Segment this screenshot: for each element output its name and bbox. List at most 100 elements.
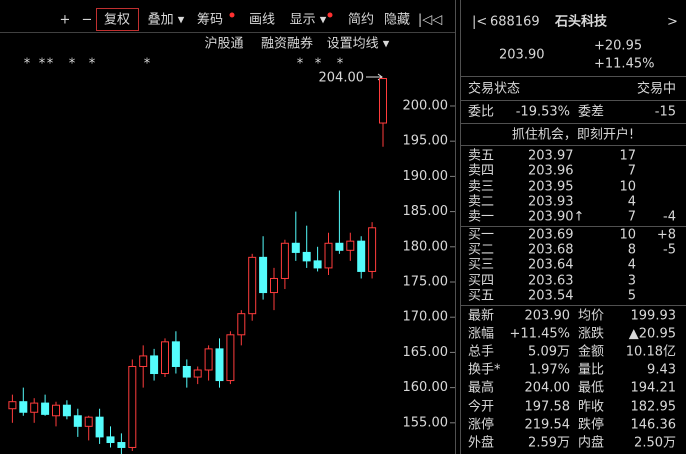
toolbar-button[interactable]: 显示 ▾ <box>290 13 327 28</box>
last-price: 203.90 <box>499 48 545 63</box>
book-volume: 4 <box>628 195 636 210</box>
candle-body <box>259 256 268 294</box>
stat-label: 最高 <box>468 380 494 396</box>
candle-body <box>226 334 235 382</box>
book-label: 买三 <box>468 258 494 273</box>
book-volume: 10 <box>619 228 636 243</box>
stat-label: 跌停 <box>578 417 604 433</box>
candle-body <box>171 341 180 367</box>
candle-body <box>204 348 213 371</box>
toolbar-button[interactable]: 隐藏 <box>384 13 410 28</box>
candle-body <box>368 227 377 272</box>
candle-body <box>346 240 355 251</box>
marker-star: * <box>24 57 31 72</box>
book-label: 买四 <box>468 274 494 289</box>
marker-star: * <box>69 57 76 72</box>
order-ratio: -19.53% <box>516 105 570 120</box>
book-delta: -5 <box>663 243 676 258</box>
toolbar-button[interactable]: |◁◁ <box>418 13 442 28</box>
marker-star: * <box>144 57 151 72</box>
stat-value: 146.36 <box>631 418 677 433</box>
notice-dot <box>229 12 235 18</box>
label: 交易状态 <box>468 81 520 97</box>
stat-value: 2.59万 <box>528 436 570 451</box>
stat-value: 5.09万 <box>528 345 570 360</box>
book-price: 203.69 <box>528 228 574 243</box>
book-label: 卖二 <box>468 195 494 210</box>
stat-value: 197.58 <box>525 400 571 415</box>
y-tick-label: 195.00 <box>403 134 449 149</box>
toolbar-button[interactable]: − <box>82 13 93 28</box>
candle-body <box>8 401 17 410</box>
stat-label: 今开 <box>468 399 494 415</box>
candle-body <box>62 404 71 417</box>
stat-label: 总手 <box>468 345 494 360</box>
book-price: 203.95 <box>528 180 574 195</box>
candle-body <box>84 416 93 427</box>
toolbar-button[interactable]: + <box>60 13 71 28</box>
candle-body <box>237 313 246 336</box>
candle-body <box>291 242 300 253</box>
book-price: 203.68 <box>528 243 574 258</box>
toolbar-button[interactable]: 筹码 <box>197 12 223 28</box>
sub-tab[interactable]: 融资融券 <box>261 36 313 52</box>
book-volume: 17 <box>619 149 636 164</box>
price-change: +20.95 <box>594 39 642 54</box>
stock-name: 石头科技 <box>554 14 608 30</box>
book-price: 203.63 <box>528 274 574 289</box>
candle-body <box>128 365 137 448</box>
book-label: 买一 <box>468 228 494 243</box>
candle-body <box>357 240 366 272</box>
candle-body <box>95 416 104 438</box>
book-delta: +8 <box>657 228 676 243</box>
toolbar-button[interactable]: 简约 <box>348 12 374 28</box>
stat-label: 外盘 <box>468 435 494 451</box>
book-price: 203.90↑ <box>528 210 584 225</box>
book-volume: 5 <box>628 289 636 304</box>
notice-dot <box>327 12 333 18</box>
nav-button[interactable]: |< <box>472 15 487 30</box>
price-change-pct: +11.45% <box>594 57 654 72</box>
active-button-frame <box>96 8 139 31</box>
stat-label: 均价 <box>578 309 604 324</box>
candle-body <box>139 355 148 367</box>
book-price: 203.97 <box>528 149 574 164</box>
open-account-banner[interactable]: 抓住机会，即刻开户! <box>512 127 634 143</box>
trade-status: 交易中 <box>637 81 676 97</box>
label: 委差 <box>578 105 604 120</box>
sub-tab[interactable]: 设置均线 ▾ <box>327 37 390 52</box>
book-volume: 4 <box>628 258 636 273</box>
sub-tab[interactable]: 沪股通 <box>204 36 243 52</box>
toolbar-button[interactable]: 叠加 ▾ <box>148 13 185 28</box>
y-tick-label: 185.00 <box>403 204 449 219</box>
book-label: 买二 <box>468 243 494 258</box>
marker-star: * <box>315 57 322 72</box>
stat-value: 182.95 <box>631 400 677 415</box>
book-price: 203.96 <box>528 164 574 179</box>
nav-button[interactable]: > <box>667 15 678 30</box>
stock-code: 688169 <box>490 15 540 30</box>
candle-body <box>324 242 333 269</box>
marker-star: * <box>337 57 344 72</box>
stat-label: 内盘 <box>578 435 604 451</box>
y-tick-label: 165.00 <box>403 345 449 360</box>
book-price: 203.54 <box>528 289 574 304</box>
y-tick-label: 160.00 <box>403 380 449 395</box>
candle-body <box>150 355 159 375</box>
candle-body <box>161 341 169 375</box>
candle-body <box>182 365 191 378</box>
stat-label: 金额 <box>578 344 604 360</box>
toolbar-button[interactable]: 复权 <box>104 12 130 28</box>
book-label: 卖三 <box>468 180 494 195</box>
book-volume: 3 <box>628 274 636 289</box>
book-volume: 8 <box>628 243 636 258</box>
stat-value: 219.54 <box>525 418 571 433</box>
stat-label: 最新 <box>468 308 494 324</box>
order-diff: -15 <box>655 105 676 120</box>
stat-label: 换手* <box>468 363 501 378</box>
toolbar-button[interactable]: 画线 <box>249 13 275 28</box>
stat-value: 203.90 <box>525 309 571 324</box>
stat-label: 涨跌 <box>578 326 604 342</box>
candle-body <box>41 402 50 415</box>
candle-body <box>117 442 126 448</box>
